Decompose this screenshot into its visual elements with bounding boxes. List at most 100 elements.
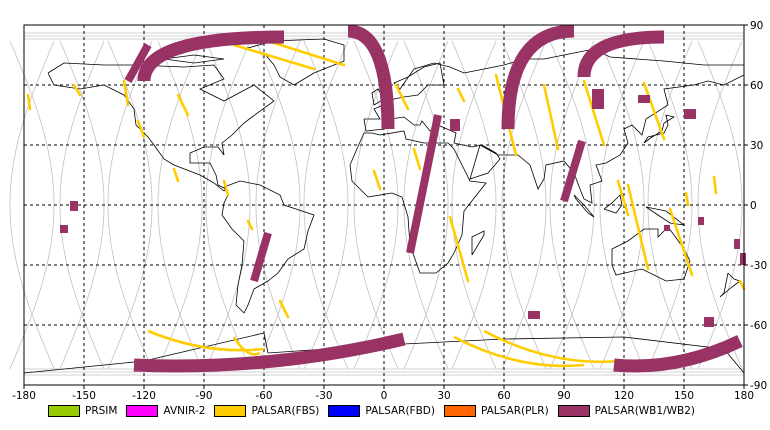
legend-swatch: [328, 405, 361, 417]
orbit-track: [403, 40, 449, 370]
wb-swath: [133, 332, 406, 373]
legend-item-palsar-plr: PALSAR(PLR): [443, 405, 549, 417]
orbit-track: [697, 40, 743, 370]
fbs-strip: [372, 169, 382, 191]
fbs-strip: [642, 81, 666, 141]
legend-label: PALSAR(FBS): [251, 405, 320, 417]
orbit-track: [205, 40, 251, 370]
coastline: [611, 226, 691, 282]
wb-scene: [734, 239, 740, 249]
legend-swatch: [48, 405, 80, 417]
x-tick-label: -180: [12, 390, 36, 402]
fbs-strip: [448, 215, 470, 283]
fbs-strip: [626, 183, 650, 271]
legend-swatch: [214, 405, 247, 417]
x-tick-label: 0: [381, 390, 388, 402]
legend-swatch: [126, 405, 159, 417]
fbs-strip: [684, 191, 690, 207]
fbs-strip: [72, 83, 82, 97]
coastline: [221, 180, 315, 314]
coastline: [471, 230, 485, 256]
fbs-arc: [453, 335, 585, 368]
coastline: [163, 54, 225, 64]
legend-item-palsar-wb: PALSAR(WB1/WB2): [557, 405, 695, 417]
x-tick-label: 30: [437, 390, 450, 402]
wb-strip: [560, 139, 586, 203]
fbs-strip: [582, 79, 606, 147]
fbs-strip: [616, 179, 630, 217]
orbit-track: [451, 40, 497, 370]
legend-label: PALSAR(PLR): [480, 405, 549, 417]
legend: PRSIM AVNIR-2 PALSAR(FBS) PALSAR(FBD) PA…: [48, 403, 704, 419]
coastline: [573, 194, 595, 218]
x-tick-label: -90: [195, 390, 212, 402]
legend-swatch: [443, 405, 476, 417]
x-tick-label: 150: [674, 390, 694, 402]
legend-label: PALSAR(FBD): [365, 405, 435, 417]
fbs-arc: [232, 336, 261, 356]
x-tick-label: 60: [497, 390, 510, 402]
legend-item-prism: PRSIM: [48, 405, 117, 417]
wb-scene: [740, 253, 746, 265]
y-tick-label: 30: [750, 140, 763, 152]
wb-scene: [704, 317, 714, 327]
fbs-strip: [122, 79, 130, 107]
fbs-strip: [246, 219, 254, 231]
x-axis-ticks: -180 -150 -120 -90 -60 -30 0 30 60 90 120 150 180: [12, 385, 754, 402]
wb-swath: [613, 335, 743, 373]
x-tick-label: -150: [72, 390, 96, 402]
coastline: [349, 130, 487, 274]
wb-swath: [577, 30, 665, 78]
wb-strip: [406, 114, 442, 254]
fbs-strip: [412, 147, 422, 171]
x-tick-label: -60: [255, 390, 272, 402]
fbs-strip: [136, 119, 146, 139]
palsar-wb-observations: [60, 24, 746, 373]
y-axis-ticks: 90 60 30 0 -30 -60 -90: [744, 20, 767, 392]
y-tick-label: -60: [750, 320, 767, 332]
x-tick-label: 180: [734, 390, 754, 402]
x-tick-label: -120: [132, 390, 156, 402]
fbs-arc: [147, 329, 265, 352]
fbs-strip: [176, 93, 190, 117]
y-tick-label: -90: [750, 380, 767, 392]
fbs-strip: [172, 167, 180, 183]
wb-scene: [528, 311, 540, 319]
y-tick-label: 0: [750, 200, 757, 212]
legend-label: PALSAR(WB1/WB2): [594, 405, 695, 417]
legend-swatch: [557, 405, 590, 417]
legend-item-avnir2: AVNIR-2: [126, 405, 205, 417]
fbs-strip: [456, 87, 466, 103]
fbs-strip: [26, 93, 32, 111]
coastline: [603, 194, 623, 214]
coastline: [643, 114, 676, 144]
wb-strip: [124, 43, 152, 83]
x-tick-label: 90: [557, 390, 570, 402]
coastline: [363, 48, 745, 204]
fbs-strip: [278, 299, 290, 319]
orbit-track: [157, 40, 203, 370]
wb-strip: [250, 231, 272, 283]
fbs-strip: [232, 43, 316, 71]
y-tick-label: -30: [750, 260, 767, 272]
fbs-strip: [668, 207, 694, 277]
coastlines: [23, 38, 745, 374]
wb-scene: [592, 89, 604, 109]
y-tick-label: 60: [750, 80, 763, 92]
wb-swath: [137, 30, 285, 82]
coastline: [719, 272, 741, 298]
wb-scene: [684, 109, 696, 119]
fbs-strip: [222, 179, 230, 197]
wb-scene: [664, 225, 670, 231]
x-tick-label: 120: [614, 390, 634, 402]
coastline: [645, 206, 686, 226]
legend-item-palsar-fbd: PALSAR(FBD): [328, 405, 435, 417]
wb-swath: [501, 24, 575, 130]
fbs-arc: [483, 329, 621, 364]
legend-label: PRSIM: [85, 405, 118, 417]
wb-scene: [638, 95, 650, 103]
fbs-strip: [394, 83, 410, 111]
fbs-strip: [712, 175, 718, 195]
legend-item-palsar-fbs: PALSAR(FBS): [214, 405, 319, 417]
